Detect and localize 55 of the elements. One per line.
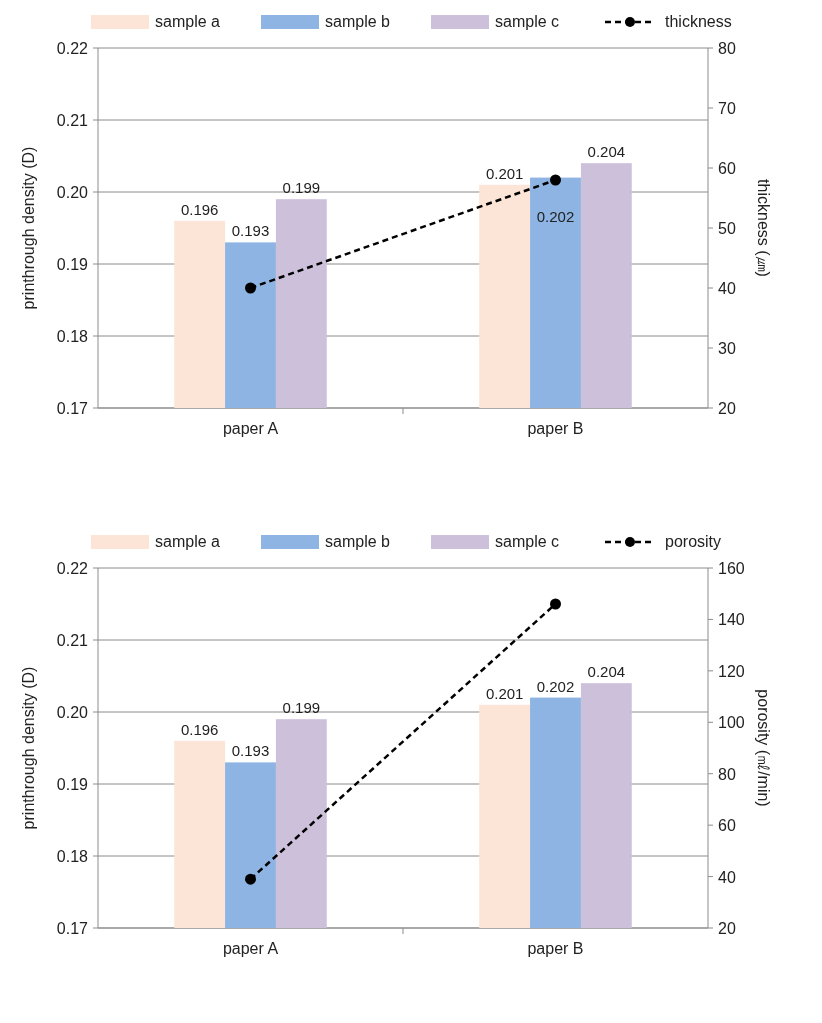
y2-tick-label: 160 xyxy=(718,560,745,577)
legend-label: porosity xyxy=(665,533,722,550)
y2-tick-label: 140 xyxy=(718,611,745,629)
data-label: 0.202 xyxy=(536,677,575,695)
y-tick-label: 0.19 xyxy=(56,776,89,793)
y-axis-title: printhrough density (D) xyxy=(20,146,37,310)
data-label: 0.193 xyxy=(231,742,270,760)
y-tick-label: 0.17 xyxy=(56,400,89,417)
data-label: 0.196 xyxy=(180,200,219,218)
data-label: 0.204 xyxy=(587,143,626,161)
y2-axis-title: porosity (㎖/min) xyxy=(755,689,772,807)
y2-tick-label: 80 xyxy=(718,40,736,57)
y-tick-label: 0.17 xyxy=(56,920,89,937)
y2-tick-label: 100 xyxy=(718,714,745,732)
y2-tick-label: 60 xyxy=(718,160,736,177)
y2-tick-label: 20 xyxy=(718,920,736,937)
x-tick-label: paper B xyxy=(527,940,584,957)
y2-axis-title: thickness (㎛) xyxy=(755,179,772,277)
data-label: 0.202 xyxy=(536,207,575,225)
y2-tick-label: 40 xyxy=(718,280,736,297)
x-tick-label: paper B xyxy=(527,420,584,437)
x-tick-label: paper A xyxy=(222,940,279,957)
y-tick-label: 0.18 xyxy=(56,328,89,345)
y2-tick-label: 50 xyxy=(718,220,736,237)
y2-tick-label: 120 xyxy=(718,662,745,680)
data-label: 0.201 xyxy=(485,164,524,182)
data-label: 0.201 xyxy=(485,684,524,702)
y-axis-title: printhrough density (D) xyxy=(20,666,37,830)
x-tick-label: paper A xyxy=(222,420,279,437)
legend-label: sample c xyxy=(495,533,560,550)
y2-tick-label: 30 xyxy=(718,340,736,357)
y-tick-label: 0.19 xyxy=(56,256,89,273)
y-tick-label: 0.18 xyxy=(56,848,89,865)
data-label: 0.199 xyxy=(282,699,321,717)
data-label: 0.193 xyxy=(231,222,270,240)
y-tick-label: 0.20 xyxy=(56,184,89,201)
legend-label: sample b xyxy=(325,533,391,550)
y-tick-label: 0.20 xyxy=(56,704,89,721)
y-tick-label: 0.21 xyxy=(56,112,89,129)
legend-label: sample a xyxy=(155,13,221,30)
data-label: 0.196 xyxy=(180,720,219,738)
y2-tick-label: 70 xyxy=(718,100,736,117)
legend-label: sample b xyxy=(325,13,391,30)
y2-tick-label: 60 xyxy=(718,817,736,835)
data-label: 0.204 xyxy=(587,663,626,681)
y-tick-label: 0.22 xyxy=(56,560,89,577)
legend-label: sample a xyxy=(155,533,221,550)
legend-label: thickness xyxy=(665,13,732,30)
data-label: 0.199 xyxy=(282,179,321,197)
y-tick-label: 0.22 xyxy=(56,40,89,57)
y2-tick-label: 40 xyxy=(718,868,736,886)
legend-label: sample c xyxy=(495,13,560,30)
y2-tick-label: 20 xyxy=(718,400,736,417)
y-tick-label: 0.21 xyxy=(56,632,89,649)
y2-tick-label: 80 xyxy=(718,765,736,783)
